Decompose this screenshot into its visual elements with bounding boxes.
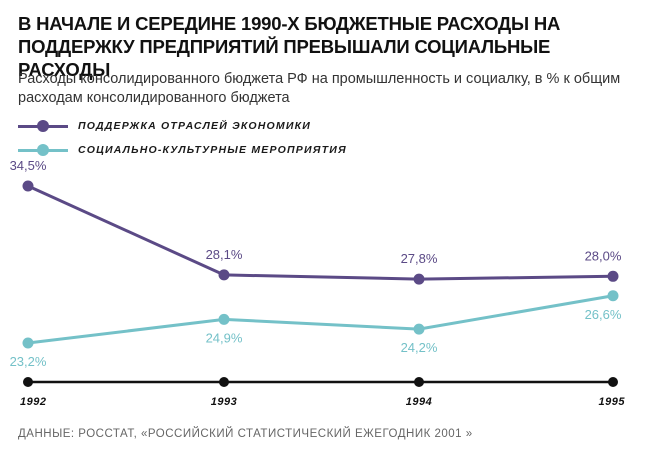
series-line-1 xyxy=(27,184,614,281)
data-label-1-1992: 34,5% xyxy=(10,158,47,173)
legend-label-industry: ПОДДЕРЖКА ОТРАСЛЕЙ ЭКОНОМИКИ xyxy=(78,120,311,132)
series-2-point-1995 xyxy=(607,290,619,302)
legend-swatch-industry xyxy=(18,120,68,132)
x-axis-tick-1992 xyxy=(23,377,33,387)
series-line-2 xyxy=(27,294,614,345)
data-label-2-1992: 23,2% xyxy=(10,354,47,369)
x-tick-label-1992: 1992 xyxy=(20,396,46,408)
data-label-2-1994: 24,2% xyxy=(401,340,438,355)
series-2-point-1992 xyxy=(22,337,34,349)
legend-item-social: СОЦИАЛЬНО-КУЛЬТУРНЫЕ МЕРОПРИЯТИЯ xyxy=(18,138,347,162)
legend: ПОДДЕРЖКА ОТРАСЛЕЙ ЭКОНОМИКИ СОЦИАЛЬНО-К… xyxy=(18,114,347,162)
data-label-1-1995: 28,0% xyxy=(585,248,622,263)
series-2-point-1994 xyxy=(413,323,425,335)
x-tick-label-1995: 1995 xyxy=(599,396,626,408)
x-axis-tick-1995 xyxy=(608,377,618,387)
series-1-point-1993 xyxy=(218,269,230,281)
source-note: ДАННЫЕ: РОССТАТ, «РОССИЙСКИЙ СТАТИСТИЧЕС… xyxy=(18,428,473,440)
data-label-1-1994: 27,8% xyxy=(401,251,438,266)
x-axis-tick-1993 xyxy=(219,377,229,387)
series-2-point-1993 xyxy=(218,313,230,325)
x-tick-label-1994: 1994 xyxy=(406,396,432,408)
legend-label-social: СОЦИАЛЬНО-КУЛЬТУРНЫЕ МЕРОПРИЯТИЯ xyxy=(78,144,347,156)
data-label-2-1993: 24,9% xyxy=(206,330,243,345)
x-axis-tick-1994 xyxy=(414,377,424,387)
series-1-point-1994 xyxy=(413,273,425,285)
legend-swatch-social xyxy=(18,144,68,156)
data-label-1-1993: 28,1% xyxy=(206,247,243,262)
chart-subtitle: Расходы консолидированного бюджета РФ на… xyxy=(18,71,621,106)
chart-title: В НАЧАЛЕ И СЕРЕДИНЕ 1990-Х БЮДЖЕТНЫЕ РАС… xyxy=(18,13,561,80)
data-label-2-1995: 26,6% xyxy=(585,307,622,322)
x-tick-label-1993: 1993 xyxy=(211,396,237,408)
legend-item-industry: ПОДДЕРЖКА ОТРАСЛЕЙ ЭКОНОМИКИ xyxy=(18,114,347,138)
series-1-point-1992 xyxy=(22,180,34,192)
series-1-point-1995 xyxy=(607,270,619,282)
